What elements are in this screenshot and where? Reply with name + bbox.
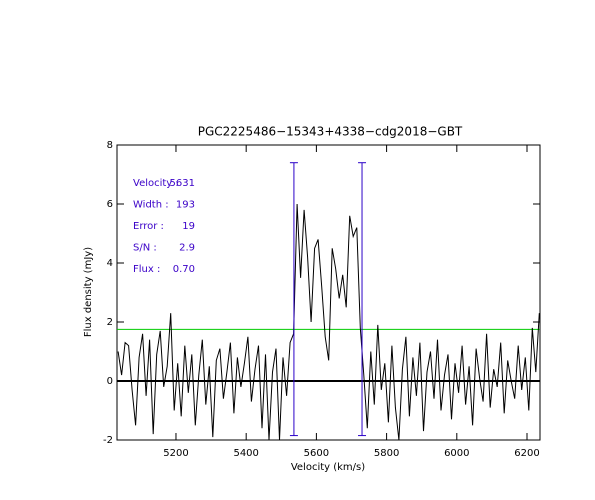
annotation-label: S/N : — [133, 243, 157, 254]
y-tick-label: 2 — [107, 317, 113, 328]
y-tick-label: -2 — [103, 435, 113, 446]
y-axis-label: Flux density (mJy) — [83, 247, 94, 337]
x-tick-label: 5600 — [304, 448, 329, 459]
x-tick-label: 6200 — [514, 448, 539, 459]
spectrum-line — [117, 203, 540, 440]
annotation-label: Velocity : — [133, 178, 179, 189]
annotation-label: Flux : — [133, 264, 160, 275]
annotation-value: 2.9 — [179, 243, 195, 254]
plot-area — [117, 203, 540, 440]
x-tick-label: 6000 — [444, 448, 469, 459]
x-tick-label: 5200 — [163, 448, 188, 459]
annotation-label: Width : — [133, 200, 169, 211]
annotation-value: 0.70 — [173, 264, 195, 275]
annotation-value: 19 — [182, 221, 195, 232]
chart-title: PGC2225486−15343+4338−cdg2018−GBT — [198, 125, 463, 139]
x-tick-label: 5400 — [233, 448, 258, 459]
plot-frame — [116, 144, 541, 441]
annotation-value: 5631 — [170, 178, 195, 189]
annotation-label: Error : — [133, 221, 164, 232]
y-tick-label: 8 — [107, 140, 113, 151]
y-tick-label: 0 — [107, 376, 113, 387]
y-tick-label: 6 — [107, 199, 113, 210]
x-tick-label: 5800 — [374, 448, 399, 459]
x-axis-label: Velocity (km/s) — [291, 462, 365, 473]
y-tick-label: 4 — [107, 258, 113, 269]
annotation-value: 193 — [176, 200, 195, 211]
